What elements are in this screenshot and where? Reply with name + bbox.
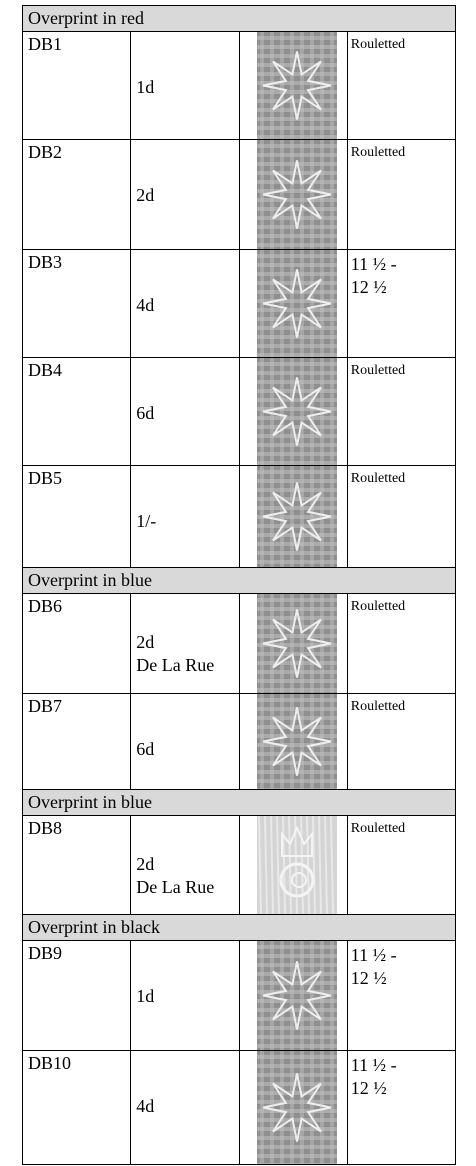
stamp-image [238,465,348,568]
stamp-id: DB5 [21,465,132,568]
stamp-id: DB7 [21,693,132,790]
stamp-value: 2d De La Rue [130,593,240,694]
watermark-image [256,140,337,249]
value-line: 6d [136,739,155,759]
stamp-row: DB9 1d 11 ½ - 12 ½ [21,940,457,1051]
perforation: Rouletted [346,815,457,915]
section-row: Overprint in blue [22,789,456,816]
value-line: De La Rue [136,877,215,897]
value-line: 2d [136,632,155,652]
stamp-value: 1d [130,940,240,1051]
perf-line: 12 ½ [350,968,387,988]
stamp-id: DB10 [21,1050,132,1165]
stamp-value: 6d [130,357,240,466]
stamp-image [238,593,348,694]
watermark-image [256,250,337,357]
stamp-row: DB4 6d Rouletted [21,357,457,466]
stamp-id: DB2 [21,139,132,250]
stamp-id: DB9 [21,940,132,1051]
perf-line: 11 ½ - [350,1055,397,1075]
value-line: 1d [136,986,155,1006]
value-line: 4d [136,1096,155,1116]
stamp-value: 2d [130,139,240,250]
section-row: Overprint in red [22,5,456,32]
value-line: 2d [136,854,155,874]
perforation: Rouletted [346,139,457,250]
perforation: Rouletted [346,357,457,466]
perf-line: Rouletted [350,699,406,714]
stamp-value: 1/- [130,465,240,568]
stamp-row: DB2 2d Rouletted [21,139,457,250]
stamp-id: DB1 [21,31,132,140]
perf-line: Rouletted [350,471,406,486]
stamp-row: DB3 4d 11 ½ - 12 ½ [21,249,457,358]
stamp-row: DB6 2d De La Rue Rouletted [21,593,457,694]
perf-line: 11 ½ - [350,945,397,965]
perforation: Rouletted [346,593,457,694]
perf-line: Rouletted [350,599,406,614]
section-title: Overprint in black [22,914,456,941]
stamp-value: 4d [130,1050,240,1165]
value-line: 6d [136,403,155,423]
stamp-row: DB10 4d 11 ½ - 12 ½ [21,1050,457,1165]
watermark-image [256,694,337,789]
stamp-row: DB8 2d De La Rue Rouletted [21,815,457,915]
stamp-image [238,815,348,915]
value-line: 1/- [136,511,157,531]
section-row: Overprint in blue [22,567,456,594]
stamp-image [238,249,348,358]
perforation: 11 ½ - 12 ½ [346,940,457,1051]
perf-line: Rouletted [350,37,406,52]
perforation: Rouletted [346,465,457,568]
perforation: Rouletted [346,31,457,140]
perf-line: 11 ½ - [350,254,397,274]
perforation: 11 ½ - 12 ½ [346,249,457,358]
perf-line: Rouletted [350,821,406,836]
watermark-image [256,594,337,693]
stamp-id: DB8 [21,815,132,915]
value-line: 1d [136,77,155,97]
watermark-image [256,941,337,1050]
stamp-image [238,1050,348,1165]
stamp-value: 2d De La Rue [130,815,240,915]
stamp-row: DB7 6d Rouletted [21,693,457,790]
stamp-value: 6d [130,693,240,790]
stamp-image [238,139,348,250]
stamp-id: DB6 [21,593,132,694]
stamp-table: Overprint in red DB1 1d Rouletted DB2 2d Roule… [21,5,457,1165]
stamp-image [238,357,348,466]
section-title: Overprint in blue [22,567,456,594]
stamp-row: DB1 1d Rouletted [21,31,457,140]
watermark-image [256,466,337,567]
stamp-image [238,31,348,140]
stamp-id: DB4 [21,357,132,466]
section-title: Overprint in red [22,5,456,32]
stamp-image [238,693,348,790]
perf-line: Rouletted [350,145,406,160]
stamp-image [238,940,348,1051]
value-line: 4d [136,295,155,315]
watermark-image [256,816,337,914]
stamp-value: 1d [130,31,240,140]
perf-line: Rouletted [350,363,406,378]
stamp-row: DB5 1/- Rouletted [21,465,457,568]
perf-line: 12 ½ [350,1078,387,1098]
value-line: De La Rue [136,655,215,675]
perforation: 11 ½ - 12 ½ [346,1050,457,1165]
section-title: Overprint in blue [22,789,456,816]
perf-line: 12 ½ [350,277,387,297]
stamp-value: 4d [130,249,240,358]
watermark-image [256,358,337,465]
value-line: 2d [136,185,155,205]
stamp-id: DB3 [21,249,132,358]
perforation: Rouletted [346,693,457,790]
watermark-image [256,1051,337,1164]
section-row: Overprint in black [22,914,456,941]
watermark-image [256,32,337,139]
